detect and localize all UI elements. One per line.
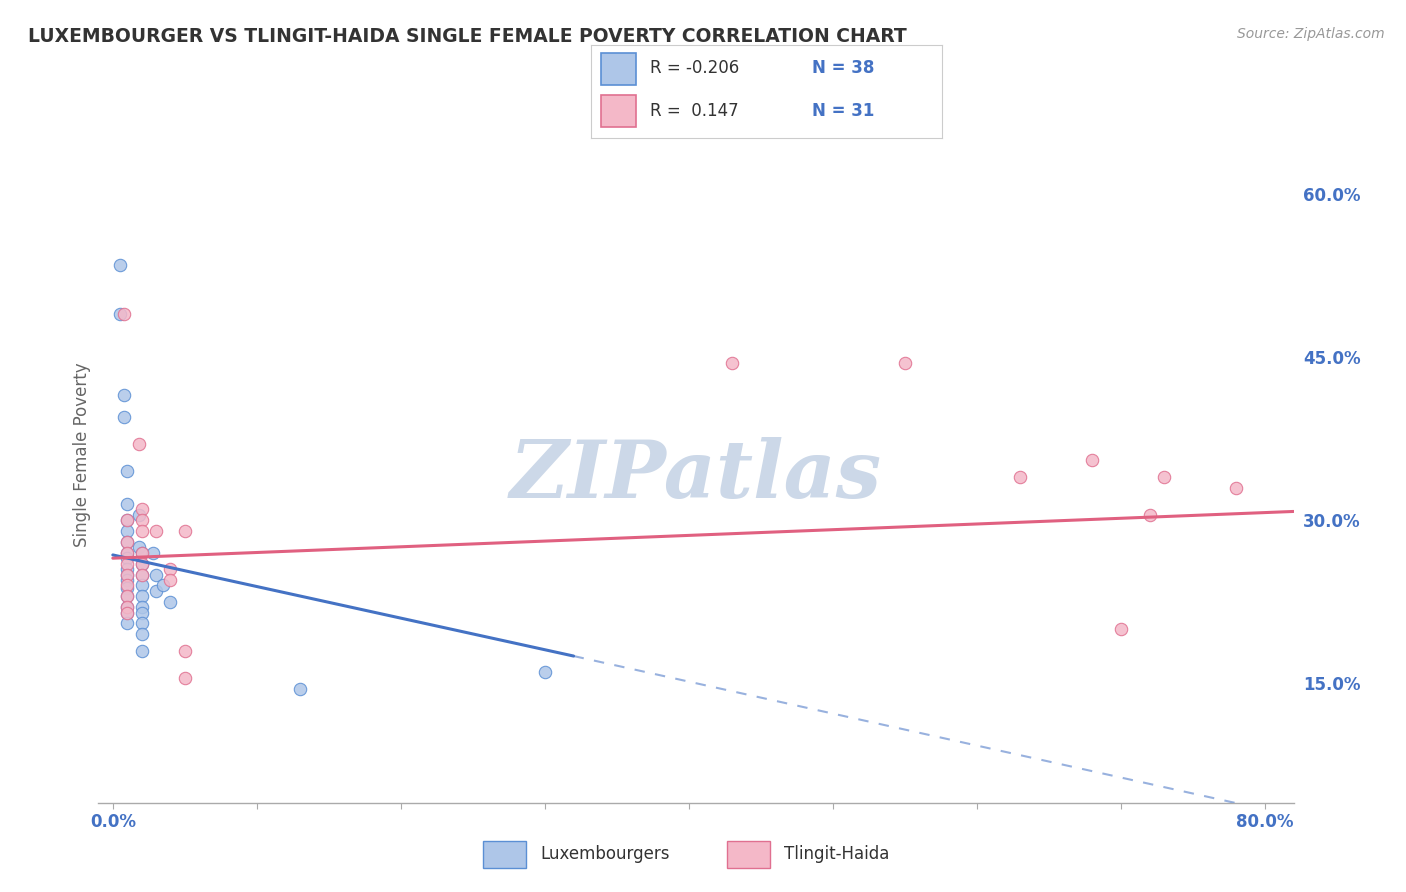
Point: [115, 464, 138, 478]
Point: [1081, 453, 1104, 467]
Text: Source: ZipAtlas.com: Source: ZipAtlas.com: [1237, 27, 1385, 41]
Point: [131, 643, 153, 657]
Point: [115, 546, 138, 560]
Text: R = -0.206: R = -0.206: [650, 60, 740, 78]
Text: Tlingit-Haida: Tlingit-Haida: [785, 845, 890, 863]
Point: [1109, 622, 1132, 636]
Point: [128, 437, 150, 451]
Point: [115, 546, 138, 560]
Point: [1225, 481, 1247, 495]
Point: [721, 355, 744, 369]
Point: [145, 567, 167, 582]
Point: [1153, 469, 1175, 483]
Point: [145, 583, 167, 598]
Text: N = 31: N = 31: [813, 102, 875, 120]
Text: ZIPatlas: ZIPatlas: [510, 437, 882, 515]
Point: [131, 557, 153, 571]
Point: [1139, 508, 1161, 522]
Point: [115, 606, 138, 620]
Point: [131, 513, 153, 527]
Point: [131, 589, 153, 603]
Point: [131, 546, 153, 560]
Point: [128, 508, 150, 522]
Text: LUXEMBOURGER VS TLINGIT-HAIDA SINGLE FEMALE POVERTY CORRELATION CHART: LUXEMBOURGER VS TLINGIT-HAIDA SINGLE FEM…: [28, 27, 907, 45]
Point: [159, 595, 181, 609]
Point: [159, 562, 181, 576]
Text: R =  0.147: R = 0.147: [650, 102, 740, 120]
Point: [115, 600, 138, 615]
Point: [115, 513, 138, 527]
Point: [159, 573, 181, 587]
Point: [115, 524, 138, 538]
Text: Luxembourgers: Luxembourgers: [540, 845, 671, 863]
FancyBboxPatch shape: [727, 841, 770, 868]
Point: [115, 551, 138, 566]
Point: [131, 524, 153, 538]
Point: [173, 671, 195, 685]
Point: [173, 643, 195, 657]
Point: [131, 502, 153, 516]
Point: [131, 616, 153, 631]
Point: [131, 567, 153, 582]
Point: [115, 567, 138, 582]
Point: [115, 589, 138, 603]
Point: [131, 627, 153, 641]
Point: [115, 557, 138, 571]
Point: [115, 573, 138, 587]
FancyBboxPatch shape: [484, 841, 526, 868]
Point: [115, 567, 138, 582]
Point: [115, 589, 138, 603]
Point: [131, 578, 153, 592]
Point: [145, 524, 167, 538]
Point: [115, 513, 138, 527]
Point: [115, 578, 138, 592]
Point: [112, 307, 135, 321]
Point: [112, 388, 135, 402]
Point: [152, 578, 174, 592]
Point: [115, 616, 138, 631]
Point: [108, 307, 131, 321]
Point: [115, 581, 138, 595]
Point: [115, 562, 138, 576]
Point: [173, 524, 195, 538]
Point: [142, 546, 165, 560]
Point: [288, 681, 311, 696]
Point: [115, 606, 138, 620]
FancyBboxPatch shape: [602, 95, 636, 127]
Point: [131, 557, 153, 571]
Text: N = 38: N = 38: [813, 60, 875, 78]
Point: [115, 534, 138, 549]
Point: [893, 355, 915, 369]
Point: [108, 258, 131, 272]
Y-axis label: Single Female Poverty: Single Female Poverty: [73, 363, 91, 547]
Point: [131, 567, 153, 582]
Point: [131, 606, 153, 620]
Point: [128, 541, 150, 555]
FancyBboxPatch shape: [602, 53, 636, 85]
Point: [112, 409, 135, 424]
Point: [131, 546, 153, 560]
Point: [1008, 469, 1031, 483]
Point: [115, 600, 138, 615]
Point: [115, 497, 138, 511]
Point: [131, 600, 153, 615]
Point: [115, 534, 138, 549]
Point: [533, 665, 555, 680]
